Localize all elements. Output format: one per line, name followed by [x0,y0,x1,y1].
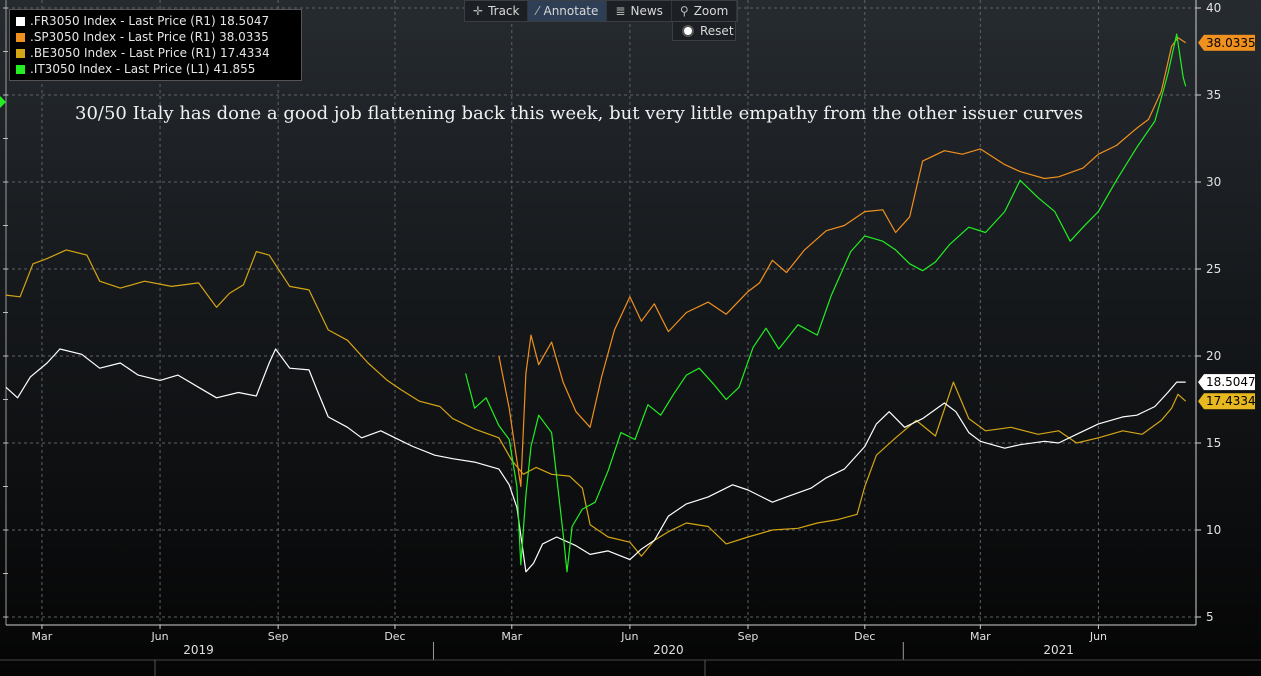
annotate-button[interactable]: ⁄ Annotate [528,1,608,21]
track-button[interactable]: ✛ Track [465,1,529,21]
y-tick-label: 10 [1206,523,1221,537]
last-value-label-0: 18.5047 [1206,375,1256,389]
last-value-label-2: 17.4334 [1206,394,1256,408]
last-value-pointer-1 [1198,34,1204,51]
series-line-1 [498,37,1187,488]
y-tick-label: 35 [1206,88,1221,102]
legend-name-fr: .FR3050 Index - Last Price (R1) [30,14,216,28]
year-label: 2019 [183,643,214,657]
chart-toolbar: ✛ Track ⁄ Annotate ≣ News ⚲ Zoom [464,0,739,22]
track-label: Track [488,4,520,18]
x-tick-label: Mar [970,630,991,643]
legend-swatch-fr [16,16,25,26]
x-tick-label: Jun [150,630,168,643]
legend-swatch-sp [16,32,25,42]
reset-label: Reset [700,24,734,38]
y-tick-label: 5 [1206,610,1214,624]
last-value-box-1 [1204,34,1255,51]
zoom-label: Zoom [693,4,729,18]
reset-icon [682,25,694,37]
x-tick-label: Dec [384,630,405,643]
y-tick-label: 25 [1206,262,1221,276]
series-line-0 [5,348,1186,573]
legend-last-sp: 38.0335 [219,30,269,44]
y-tick-label: 15 [1206,436,1221,450]
last-value-box-0 [1204,374,1255,391]
reset-button[interactable]: Reset [672,21,736,41]
last-value-label-1: 38.0335 [1206,36,1256,50]
y-tick-label: 30 [1206,175,1221,189]
y-tick-label: 40 [1206,1,1221,15]
legend-swatch-be [16,48,25,58]
legend-entry-it[interactable]: .IT3050 Index - Last Price (L1) 41.855 [16,61,295,77]
legend-entry-fr[interactable]: .FR3050 Index - Last Price (R1) 18.5047 [16,13,295,29]
zoom-button[interactable]: ⚲ Zoom [672,1,738,21]
legend-name-it: .IT3050 Index - Last Price (L1) [30,62,210,76]
annotate-label: Annotate [543,4,599,18]
year-label: 2021 [1043,643,1074,657]
x-tick-label: Mar [32,630,53,643]
legend-name-sp: .SP3050 Index - Last Price (R1) [30,30,216,44]
year-label: 2020 [653,643,684,657]
legend-entry-be[interactable]: .BE3050 Index - Last Price (R1) 17.4334 [16,45,295,61]
x-tick-label: Dec [854,630,875,643]
news-label: News [630,4,663,18]
series-line-3 [465,33,1187,573]
chart-legend: .FR3050 Index - Last Price (R1) 18.5047 … [9,9,302,81]
legend-last-be: 17.4334 [220,46,270,60]
left-axis-marker [0,96,6,108]
news-icon: ≣ [615,4,626,18]
x-tick-label: Sep [738,630,759,643]
magnifier-icon: ⚲ [679,4,689,18]
x-tick-label: Mar [501,630,522,643]
last-value-pointer-2 [1198,393,1204,410]
last-value-box-2 [1204,393,1255,410]
legend-name-be: .BE3050 Index - Last Price (R1) [30,46,217,60]
news-button[interactable]: ≣ News [607,1,672,21]
x-tick-label: Sep [268,630,289,643]
x-tick-label: Jun [620,630,638,643]
legend-entry-sp[interactable]: .SP3050 Index - Last Price (R1) 38.0335 [16,29,295,45]
legend-last-it: 41.855 [213,62,256,76]
y-tick-label: 20 [1206,349,1221,363]
pencil-icon: ⁄ [536,4,539,18]
legend-swatch-it [16,64,25,74]
legend-last-fr: 18.5047 [219,14,270,28]
last-value-pointer-0 [1198,374,1204,391]
chart-annotation[interactable]: 30/50 Italy has done a good job flatteni… [75,103,1084,124]
x-tick-label: Jun [1089,630,1107,643]
crosshair-icon: ✛ [473,4,484,18]
